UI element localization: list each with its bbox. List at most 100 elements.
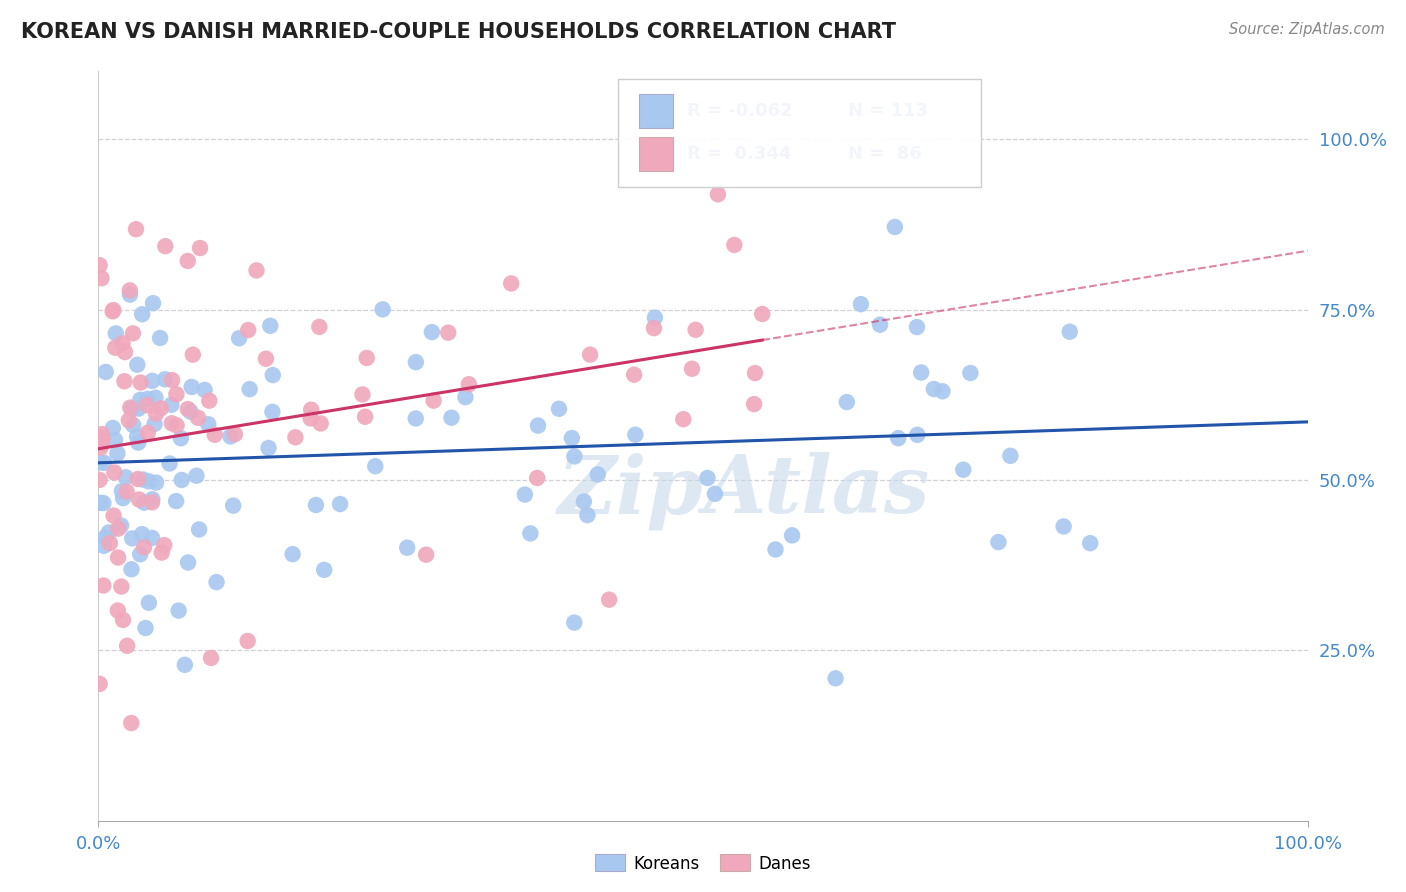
Point [422,393,444,408]
Point [118,284,141,298]
Point [513,487,536,501]
Point [93,539,115,553]
Point [114,470,136,484]
Text: Atlas: Atlas [703,452,929,530]
Point [672,412,695,426]
Point [598,592,620,607]
Point [112,491,135,505]
Point [136,392,159,406]
Point [153,538,176,552]
Point [194,383,217,397]
Point [501,277,523,291]
Point [166,418,188,433]
Point [149,401,172,416]
Point [160,398,183,412]
Point [103,303,125,318]
Point [519,526,541,541]
Point [145,407,167,421]
Point [527,418,550,433]
Point [405,411,427,425]
Point [155,239,177,253]
Point [910,366,932,380]
Point [579,348,602,362]
Point [643,321,665,335]
Point [707,187,730,202]
Point [111,336,134,351]
Point [110,518,132,533]
Point [354,409,377,424]
Point [623,368,645,382]
Point [111,484,134,499]
Point [128,492,150,507]
Point [145,391,167,405]
Point [742,397,765,411]
Point [744,366,766,380]
Point [150,546,173,560]
Point [309,417,332,431]
Point [457,377,479,392]
Point [90,271,112,285]
Point [1052,519,1074,533]
Point [138,596,160,610]
Point [103,508,125,523]
Point [129,376,152,390]
Point [824,671,846,685]
Point [205,575,228,590]
Point [987,535,1010,549]
Point [89,473,111,487]
Point [173,657,195,672]
Point [905,427,928,442]
Point [262,405,284,419]
Point [141,531,163,545]
Point [127,358,149,372]
Point [572,494,595,508]
Point [104,341,127,355]
Point [132,473,155,487]
Point [405,355,427,369]
Point [200,651,222,665]
Point [239,382,262,396]
Point [134,496,156,510]
Point [437,326,460,340]
Point [224,427,246,442]
Point [125,222,148,236]
FancyBboxPatch shape [638,95,673,128]
Point [103,466,125,480]
Point [180,405,202,419]
Point [89,258,111,272]
Point [114,374,136,388]
Point [931,384,953,399]
Point [222,499,245,513]
Point [1059,325,1081,339]
Point [115,639,138,653]
Text: Source: ZipAtlas.com: Source: ZipAtlas.com [1229,22,1385,37]
Point [138,475,160,489]
Point [905,320,928,334]
Point [586,467,609,482]
Text: Zip: Zip [557,452,703,530]
Point [127,435,149,450]
Point [153,372,176,386]
Point [128,401,150,416]
FancyBboxPatch shape [638,136,673,170]
Point [849,297,872,311]
Point [440,410,463,425]
Point [219,429,242,443]
Point [159,457,181,471]
Point [703,487,725,501]
Point [131,307,153,321]
Point [238,323,260,337]
Point [118,287,141,301]
Point [129,547,152,561]
Point [780,528,803,542]
Point [1078,536,1101,550]
Point [91,432,114,446]
Point [188,523,211,537]
Point [107,603,129,617]
Point [122,326,145,341]
Point [561,431,583,445]
Point [259,318,281,333]
Point [685,323,707,337]
Point [562,615,585,630]
FancyBboxPatch shape [619,78,981,187]
